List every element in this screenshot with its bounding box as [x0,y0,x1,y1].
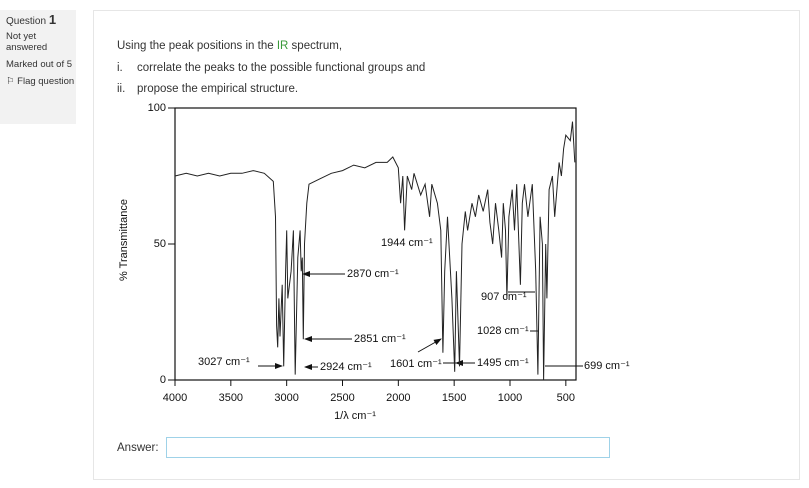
annotation: 1495 cm⁻¹ [477,357,529,369]
status: Not yet answered [6,31,48,53]
item-marker: ii. [117,83,126,95]
question-num: 1 [48,12,57,27]
answer-input[interactable] [166,437,610,458]
annotation: 2851 cm⁻¹ [354,333,406,345]
x-tick-label: 4000 [163,392,187,404]
x-tick-label: 500 [557,392,575,404]
annotation: 699 cm⁻¹ [584,360,630,372]
question-info: Question 1 Not yet answered Marked out o… [0,10,76,124]
y-tick-label: 50 [154,238,166,250]
y-tick-label: 100 [148,102,166,114]
intro-text: Using the peak positions in the [117,40,274,52]
x-tick-label: 3000 [274,392,298,404]
item-text: correlate the peaks to the possible func… [137,62,426,74]
x-tick-label: 1500 [442,392,466,404]
flag-question[interactable]: ⚐ Flag question [6,76,76,87]
x-tick-label: 1000 [498,392,522,404]
x-tick-label: 2500 [330,392,354,404]
answer-label: Answer: [117,442,159,454]
flag-text[interactable]: Flag question [17,76,75,87]
y-axis-label: % Transmittance [118,199,130,281]
intro-text: spectrum, [291,40,343,52]
x-tick-label: 3500 [219,392,243,404]
item-text: propose the empirical structure. [137,83,299,95]
question-panel [93,10,800,480]
question-label: Question [6,16,47,27]
item: i. correlate the peaks to the possible fu… [117,62,425,74]
annotation: 1028 cm⁻¹ [477,325,529,337]
ir-link[interactable]: IR [276,40,289,52]
arrow [417,338,442,353]
spectrum [174,121,576,381]
annotation: 907 cm⁻¹ [481,291,527,303]
annotation: 2924 cm⁻¹ [320,361,372,373]
x-tick-label: 2000 [386,392,410,404]
item-marker: i. [117,62,123,74]
question-number: Question 1 [6,12,76,27]
annotation: 2870 cm⁻¹ [347,268,399,280]
annotation: 3027 cm⁻¹ [198,356,250,368]
marks: Marked out of 5 [6,59,73,70]
flag-icon: ⚐ [6,76,18,87]
intro: Using the peak positions in the IR spect… [117,40,342,52]
annotation: 1601 cm⁻¹ [390,358,442,370]
y-tick-label: 0 [160,374,166,386]
annotation: 1944 cm⁻¹ [381,237,433,249]
item: ii. propose the empirical structure. [117,83,298,95]
x-axis-label: 1/λ cm⁻¹ [334,410,376,422]
